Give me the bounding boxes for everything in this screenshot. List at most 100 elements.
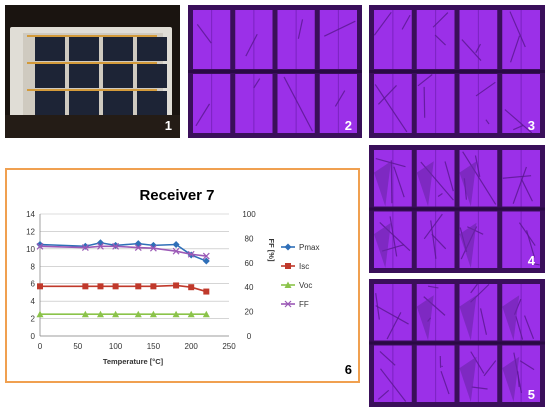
data-point <box>149 310 157 318</box>
chart-series <box>36 239 210 318</box>
y-tick-label-right: 100 <box>242 210 256 219</box>
photo-solar-cell <box>35 64 65 88</box>
legend-label: Pmax <box>299 243 319 252</box>
receiver-photo <box>5 5 180 138</box>
panel-number-1: 1 <box>164 118 172 133</box>
data-point <box>81 310 89 318</box>
x-axis-label: Temperature [°C] <box>103 357 164 366</box>
series-isc <box>37 282 210 295</box>
data-point <box>202 310 210 318</box>
photo-solar-cell <box>35 37 65 61</box>
y-tick-label-left: 6 <box>31 280 36 289</box>
el-image-panel-4: 4 <box>369 145 545 273</box>
data-point <box>285 263 291 269</box>
el-image-5 <box>369 279 545 407</box>
data-point <box>112 242 120 250</box>
data-point <box>97 283 104 290</box>
y-tick-label-right: 60 <box>245 259 254 268</box>
photo-solar-cell <box>69 37 99 61</box>
x-tick-label: 200 <box>185 342 199 351</box>
data-point <box>188 284 195 291</box>
y-tick-label-left: 10 <box>26 245 35 254</box>
y-tick-label-left: 4 <box>31 297 36 306</box>
el-image-panel-3: 3 <box>369 5 545 138</box>
y-tick-label-right: 0 <box>247 332 252 341</box>
y-tick-label-left: 8 <box>31 262 36 271</box>
chart-panel: Receiver 7 0 2 4 6 8 10 12 14 0 20 40 60 80 100 0 50 100… <box>5 168 360 383</box>
series-line <box>40 284 207 293</box>
data-point <box>36 242 44 250</box>
y-tick-label-right: 20 <box>245 308 254 317</box>
data-point <box>202 257 210 265</box>
y-tick-label-left: 12 <box>26 227 35 236</box>
data-point <box>36 310 44 318</box>
photo-solar-cell <box>103 91 133 115</box>
legend-entry-voc: Voc <box>281 281 312 290</box>
data-point <box>134 310 142 318</box>
receiver-photo-panel: 1 <box>5 5 180 138</box>
el-image-2 <box>188 5 362 138</box>
legend-label: FF <box>299 300 309 309</box>
y-tick-label-left: 2 <box>31 315 36 324</box>
panel-number-5: 5 <box>527 387 535 402</box>
data-point <box>81 244 89 251</box>
photo-solar-cell <box>103 37 133 61</box>
data-point <box>172 241 180 248</box>
data-point <box>284 300 292 308</box>
y-tick-label-left: 0 <box>31 332 36 341</box>
data-point <box>112 241 120 249</box>
panel-number-2: 2 <box>344 118 352 133</box>
photo-solar-cell <box>35 91 65 115</box>
data-point <box>150 283 157 290</box>
data-point <box>149 244 157 252</box>
data-point <box>82 283 89 290</box>
data-point <box>284 281 292 288</box>
chart-title: Receiver 7 <box>139 187 214 204</box>
right-axis-label: FF [%] <box>267 239 276 262</box>
legend-label: Voc <box>299 281 312 290</box>
x-tick-label: 100 <box>109 342 123 351</box>
y-tick-label-left: 14 <box>26 210 35 219</box>
data-point <box>134 244 142 251</box>
series-ff <box>36 242 210 260</box>
data-point <box>187 250 195 258</box>
chart-legend: Pmax Isc Voc FF <box>281 243 319 309</box>
photo-ribbon <box>27 62 157 64</box>
y-tick-label-right: 40 <box>245 283 254 292</box>
panel-number-4: 4 <box>527 253 535 268</box>
x-tick-label: 250 <box>222 342 236 351</box>
data-point <box>112 283 119 290</box>
photo-solar-cell <box>137 91 167 115</box>
data-point <box>172 310 180 318</box>
el-image-4 <box>369 145 545 273</box>
photo-solar-cell <box>69 64 99 88</box>
data-point <box>203 288 210 295</box>
y-tick-label-right: 80 <box>245 234 254 243</box>
legend-label: Isc <box>299 262 309 271</box>
x-tick-label: 50 <box>73 342 82 351</box>
photo-solar-cell <box>103 64 133 88</box>
data-point <box>96 310 104 318</box>
data-point <box>112 310 120 318</box>
data-point <box>202 252 210 260</box>
series-pmax <box>36 239 210 265</box>
data-point <box>173 282 180 289</box>
legend-entry-ff: FF <box>281 300 309 309</box>
x-tick-label: 0 <box>38 342 43 351</box>
data-point <box>172 247 180 255</box>
data-point <box>96 239 104 247</box>
data-point <box>135 283 142 290</box>
photo-ribbon <box>27 35 157 37</box>
legend-entry-isc: Isc <box>281 262 309 271</box>
data-point <box>284 243 292 251</box>
photo-solar-cell <box>137 37 167 61</box>
receiver-chart: Receiver 7 0 2 4 6 8 10 12 14 0 20 40 60 80 100 0 50 100… <box>26 187 319 366</box>
panel-number-3: 3 <box>527 118 535 133</box>
chart-grid <box>40 213 229 337</box>
el-image-panel-5: 5 <box>369 279 545 407</box>
el-image-3 <box>369 5 545 138</box>
chart-axes: 0 2 4 6 8 10 12 14 0 20 40 60 80 100 0 50 100 150 200 250 <box>26 210 256 351</box>
photo-solar-cell <box>137 64 167 88</box>
data-point <box>134 240 142 248</box>
data-point <box>187 310 195 318</box>
